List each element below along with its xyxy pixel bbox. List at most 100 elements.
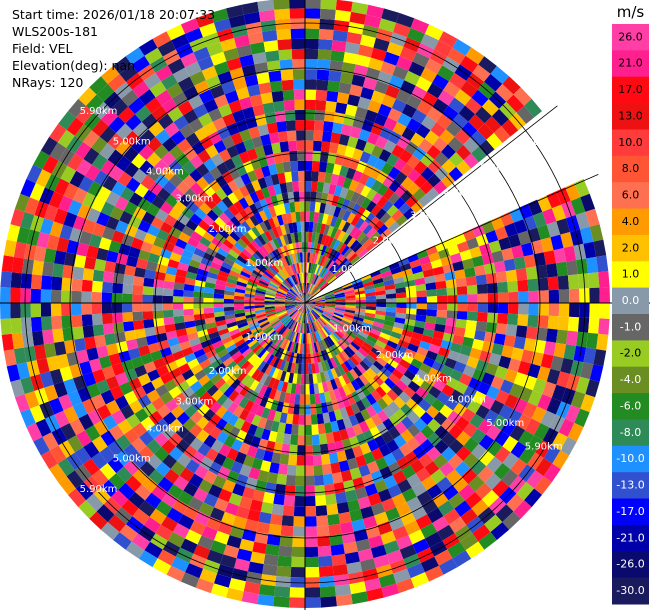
velocity-cell	[337, 325, 348, 333]
velocity-cell	[257, 360, 267, 372]
velocity-cell	[128, 399, 143, 414]
velocity-cell	[350, 379, 361, 391]
velocity-cell	[244, 519, 259, 532]
velocity-cell	[233, 405, 244, 418]
velocity-cell	[274, 483, 286, 496]
velocity-cell	[317, 535, 331, 547]
velocity-cell	[302, 303, 305, 313]
velocity-cell	[556, 329, 568, 345]
velocity-cell	[309, 311, 316, 322]
velocity-cell	[225, 343, 237, 353]
velocity-cell	[112, 322, 125, 334]
velocity-cell	[51, 427, 68, 446]
velocity-cell	[236, 318, 247, 325]
velocity-cell	[186, 392, 200, 405]
velocity-cell	[311, 342, 316, 354]
velocity-cell	[264, 340, 273, 351]
velocity-cell	[506, 493, 525, 512]
velocity-cell	[296, 373, 302, 385]
velocity-cell	[267, 330, 277, 339]
velocity-cell	[123, 390, 138, 405]
velocity-cell	[67, 390, 83, 407]
velocity-cell	[434, 323, 446, 333]
velocity-cell	[360, 396, 372, 409]
velocity-cell	[267, 315, 278, 322]
velocity-cell	[340, 521, 354, 534]
velocity-cell	[392, 470, 407, 485]
velocity-cell	[401, 416, 414, 430]
velocity-cell	[271, 452, 282, 464]
velocity-cell	[543, 463, 561, 483]
velocity-cell	[419, 363, 432, 375]
velocity-cell	[123, 443, 139, 460]
velocity-cell	[189, 423, 203, 438]
velocity-cell	[246, 445, 258, 458]
velocity-cell	[284, 329, 292, 340]
velocity-cell	[347, 328, 358, 337]
velocity-cell	[141, 476, 158, 493]
velocity-cell	[224, 314, 236, 320]
velocity-cell	[195, 578, 214, 594]
velocity-cell	[131, 533, 150, 551]
velocity-cell	[307, 353, 312, 364]
velocity-cell	[203, 408, 216, 422]
velocity-cell	[332, 331, 341, 341]
velocity-cell	[82, 372, 97, 387]
velocity-cell	[305, 303, 311, 313]
velocity-cell	[324, 306, 336, 310]
velocity-cell	[283, 495, 295, 507]
velocity-cell	[286, 330, 293, 341]
velocity-cell	[354, 311, 366, 316]
velocity-cell	[359, 360, 370, 371]
velocity-cell	[63, 378, 78, 395]
velocity-cell	[182, 431, 197, 446]
velocity-cell	[314, 307, 324, 313]
velocity-cell	[426, 446, 442, 461]
velocity-cell	[264, 419, 274, 431]
velocity-cell	[283, 371, 291, 383]
velocity-cell	[388, 373, 400, 385]
velocity-cell	[370, 544, 387, 559]
velocity-cell	[298, 353, 303, 364]
velocity-cell	[23, 345, 37, 363]
velocity-cell	[314, 305, 325, 310]
velocity-cell	[301, 353, 305, 364]
velocity-cell	[83, 441, 100, 459]
velocity-cell	[334, 307, 346, 312]
velocity-cell	[320, 328, 328, 339]
colorbar-tick-label: 0.0	[622, 294, 640, 307]
velocity-cell	[85, 493, 104, 512]
velocity-cell	[196, 429, 210, 443]
velocity-cell	[574, 408, 590, 428]
velocity-cell	[167, 337, 180, 347]
velocity-cell	[92, 369, 106, 384]
velocity-cell	[502, 511, 521, 530]
velocity-cell	[327, 335, 335, 346]
velocity-cell	[388, 335, 400, 345]
velocity-cell	[324, 483, 336, 496]
velocity-cell	[191, 451, 206, 465]
velocity-cell	[156, 404, 171, 419]
velocity-cell	[226, 447, 239, 461]
velocity-cell	[266, 354, 275, 365]
velocity-cell	[177, 514, 195, 530]
velocity-cell	[323, 310, 334, 316]
velocity-cell	[305, 303, 312, 311]
velocity-cell	[469, 347, 482, 360]
velocity-cell	[558, 303, 570, 317]
velocity-cell	[115, 450, 132, 467]
velocity-cell	[286, 361, 293, 373]
velocity-cell	[396, 535, 413, 550]
velocity-cell	[335, 354, 344, 365]
velocity-cell	[396, 303, 407, 309]
velocity-cell	[324, 325, 333, 335]
velocity-cell	[305, 526, 318, 537]
velocity-cell	[234, 312, 246, 318]
velocity-cell	[352, 366, 363, 377]
velocity-cell	[291, 546, 305, 558]
velocity-cell	[305, 303, 308, 313]
velocity-cell	[474, 330, 486, 341]
velocity-cell	[293, 404, 300, 415]
velocity-cell	[502, 452, 519, 470]
velocity-cell	[259, 321, 270, 329]
